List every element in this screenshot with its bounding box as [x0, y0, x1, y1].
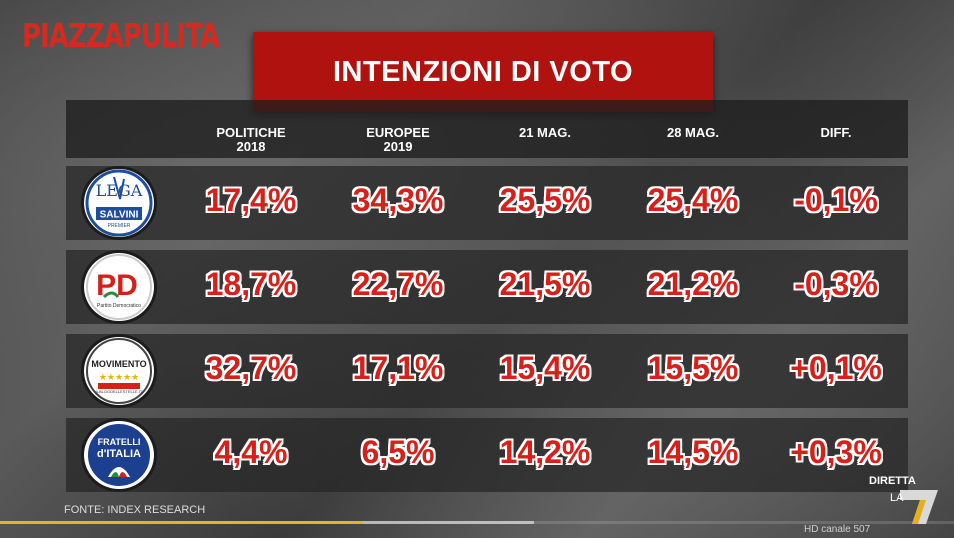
pd-logo-icon: PD Partito Democratico [84, 253, 154, 321]
channel-prefix: LA [890, 492, 904, 504]
svg-text:SALVINI: SALVINI [100, 210, 139, 221]
lega-logo-icon: LEGA SALVINI PREMIER [84, 169, 154, 237]
column-header: POLITICHE 2018 [216, 125, 286, 154]
value-cell: 21,2% [647, 266, 739, 302]
playback-progress-bar[interactable] [0, 521, 954, 524]
column-header: DIFF. [820, 125, 852, 140]
value-cell: -0,1% [794, 182, 878, 218]
value-cell: 14,2% [499, 434, 591, 470]
page-title: INTENZIONI DI VOTO [332, 55, 634, 88]
value-cell: 6,5% [361, 434, 435, 470]
value-cell: +0,1% [790, 350, 882, 386]
svg-text:LEGA: LEGA [96, 181, 143, 200]
brand-logo: PIAZZAPULITA [22, 18, 220, 56]
value-cell: 25,4% [647, 182, 739, 218]
svg-text:FRATELLI: FRATELLI [98, 437, 141, 447]
value-cell: 4,4% [214, 434, 288, 470]
value-cell: -0,3% [794, 266, 878, 302]
title-banner: INTENZIONI DI VOTO [253, 32, 713, 112]
value-cell: 34,3% [352, 182, 444, 218]
value-cell: +0,3% [790, 434, 882, 470]
svg-text:Partito Democratico: Partito Democratico [97, 303, 141, 309]
table-row: LEGA SALVINI PREMIER 17,4% 34,3% 25,5% 2… [66, 166, 908, 240]
svg-text:MOVIMENTO: MOVIMENTO [91, 359, 146, 369]
svg-text:PREMIER: PREMIER [108, 223, 131, 229]
value-cell: 18,7% [205, 266, 297, 302]
svg-text:d'ITALIA: d'ITALIA [97, 448, 141, 460]
source-caption: FONTE: INDEX RESEARCH [64, 504, 206, 516]
value-cell: 15,4% [499, 350, 591, 386]
value-cell: 14,5% [647, 434, 739, 470]
value-cell: 22,7% [352, 266, 444, 302]
la7-logo-icon: 7 [866, 474, 946, 524]
fdi-logo-icon: FRATELLI d'ITALIA [84, 421, 154, 489]
column-header: 28 MAG. [666, 125, 719, 140]
m5s-logo-icon: MOVIMENTO ★★★★★ ILBLOGDELLESTELLE.IT [84, 337, 154, 405]
table-header: POLITICHE 2018 EUROPEE 2019 21 MAG. 28 MAG… [66, 100, 908, 158]
poll-table: POLITICHE 2018 EUROPEE 2019 21 MAG. 28 MAG… [66, 100, 908, 492]
table-row: MOVIMENTO ★★★★★ ILBLOGDELLESTELLE.IT 32,… [66, 334, 908, 408]
table-row: FRATELLI d'ITALIA 4,4% 6,5% 14,2% 14,5% … [66, 418, 908, 492]
value-cell: 15,5% [647, 350, 739, 386]
progress-buffer [362, 521, 535, 524]
column-header: EUROPEE 2019 [366, 125, 430, 154]
progress-fill [0, 521, 363, 524]
value-cell: 17,4% [205, 182, 297, 218]
table-row: PD Partito Democratico 18,7% 22,7% 21,5%… [66, 250, 908, 324]
hd-channel-label: HD canale 507 [804, 524, 871, 535]
column-header: 21 MAG. [518, 125, 571, 140]
value-cell: 17,1% [352, 350, 444, 386]
svg-text:★★★★★: ★★★★★ [99, 373, 139, 383]
svg-text:7: 7 [932, 521, 933, 523]
value-cell: 25,5% [499, 182, 591, 218]
live-label: DIRETTA [869, 475, 916, 487]
svg-text:ILBLOGDELLESTELLE.IT: ILBLOGDELLESTELLE.IT [96, 389, 143, 394]
value-cell: 21,5% [499, 266, 591, 302]
value-cell: 32,7% [205, 350, 297, 386]
